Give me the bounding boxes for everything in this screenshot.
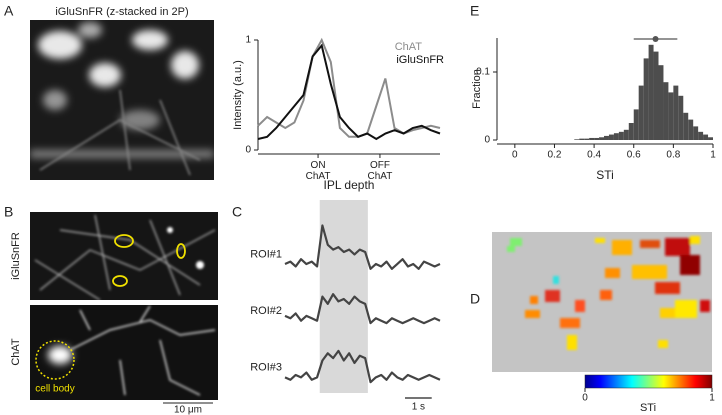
mean-marker: [652, 36, 659, 42]
x-tick-label: 0: [512, 150, 518, 161]
time-scale-label: 1 s: [412, 402, 425, 413]
y-tick-label: 0: [245, 145, 251, 156]
histogram-bar: [703, 134, 709, 140]
trace-label: ROI#1: [250, 248, 282, 260]
histogram-bar: [618, 131, 624, 140]
image-b-bottom: [30, 305, 218, 400]
stimulus-window: [319, 200, 368, 393]
histogram-bar: [584, 138, 590, 140]
x-axis-label: STi: [596, 168, 614, 182]
histogram-bar: [589, 137, 595, 140]
trace-label: ROI#2: [250, 305, 282, 317]
histogram-bar: [594, 137, 600, 140]
trace-label: ROI#3: [250, 362, 282, 374]
image-b-top: [30, 212, 218, 300]
x-tick-label: 1: [710, 150, 716, 161]
y-axis-label: Intensity (a.u.): [232, 60, 244, 130]
y-tick-label: 0: [484, 135, 490, 146]
histogram-bar: [663, 82, 669, 140]
histogram-bar: [658, 65, 664, 140]
panel-label: C: [232, 204, 242, 220]
image-title: iGluSnFR (z-stacked in 2P): [55, 6, 188, 18]
histogram-bar: [678, 95, 684, 140]
image-label: ChAT: [10, 338, 22, 366]
line-series: [257, 37, 441, 138]
image-label: iGluSnFR: [10, 232, 22, 280]
trace: [284, 293, 441, 325]
x-tick-label: 0.8: [666, 150, 680, 161]
x-tick-label: 0.2: [548, 150, 562, 161]
histogram-bar: [633, 109, 639, 140]
histogram-bar: [613, 133, 619, 140]
panel-label: E: [470, 3, 479, 19]
histogram-bar: [579, 138, 585, 140]
trace: [284, 349, 441, 384]
histogram-bar: [708, 137, 713, 140]
sti-map: [492, 232, 712, 372]
y-tick-label: 1: [245, 35, 251, 46]
x-tick-label: 0.6: [627, 150, 641, 161]
histogram-bar: [643, 58, 649, 140]
histogram-bar: [653, 51, 659, 140]
histogram-bar: [638, 85, 644, 140]
histogram-bar: [648, 44, 654, 140]
colorbar-tick-label: 0: [582, 393, 588, 404]
y-tick-label: 0.1: [476, 67, 490, 78]
histogram-bar: [604, 135, 609, 140]
x-tick-label: OFF ChAT: [368, 160, 393, 182]
cell-body-label: cell body: [35, 384, 74, 395]
histogram-bar: [683, 112, 689, 140]
histogram-bar: [574, 139, 580, 140]
legend-entry: iGluSnFR: [396, 54, 444, 66]
colorbar-tick-label: 1: [709, 393, 715, 404]
panel-label: A: [4, 3, 14, 19]
panel-label: B: [4, 204, 13, 220]
colorbar-label: STi: [640, 402, 656, 414]
legend-entry: ChAT: [395, 41, 423, 53]
roi-outlines: [112, 234, 186, 287]
scale-bar-label: 10 μm: [174, 405, 202, 415]
y-axis-label: Fraction: [471, 69, 483, 109]
histogram-bar: [599, 137, 605, 140]
x-axis-label: IPL depth: [324, 178, 375, 192]
line-series: [257, 43, 441, 141]
cell-body-outline: [35, 340, 75, 380]
colorbar: [584, 374, 713, 389]
x-tick-label: 0.4: [587, 150, 601, 161]
x-tick-label: ON ChAT: [306, 160, 331, 182]
image-a: [30, 20, 214, 180]
histogram-bar: [688, 119, 694, 140]
histogram-bar: [608, 134, 614, 140]
histogram-bar: [623, 129, 629, 140]
histogram-bar: [628, 123, 634, 140]
histogram-bar: [693, 126, 699, 140]
histogram-bar: [698, 131, 704, 140]
histogram-bar: [668, 92, 674, 140]
histogram-bar: [673, 85, 679, 140]
panel-label: D: [470, 291, 480, 307]
trace: [284, 224, 441, 270]
